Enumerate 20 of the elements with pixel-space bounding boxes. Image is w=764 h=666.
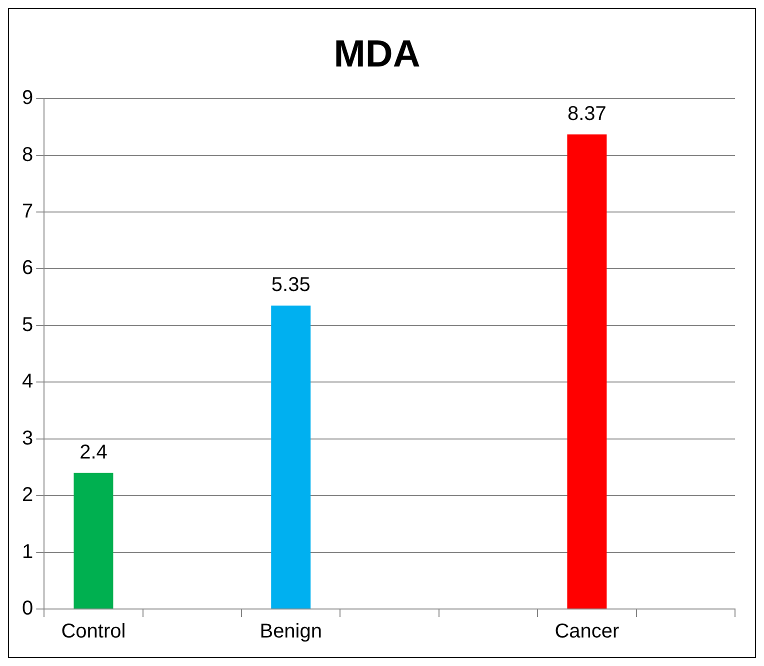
bar	[567, 134, 607, 608]
x-tick-label: Control	[61, 620, 126, 643]
y-tick-label: 0	[22, 598, 34, 620]
x-tick-label: Cancer	[554, 620, 620, 643]
chart-title: MDA	[334, 33, 420, 76]
data-label: 8.37	[567, 102, 606, 125]
y-tick-label: 1	[22, 540, 34, 563]
y-tick-label: 3	[22, 427, 34, 450]
x-tick-label: Benign	[260, 620, 322, 643]
bar	[74, 472, 114, 608]
data-label: 2.4	[80, 441, 108, 464]
bar	[271, 306, 311, 608]
y-tick-label: 5	[22, 314, 34, 336]
y-tick-label: 7	[22, 200, 34, 223]
y-tick-label: 4	[22, 370, 34, 393]
y-tick-label: 8	[22, 144, 34, 166]
data-label: 5.35	[271, 274, 310, 296]
y-tick-label: 9	[22, 87, 34, 110]
y-tick-label: 2	[22, 484, 34, 506]
y-tick-label: 6	[22, 257, 34, 280]
